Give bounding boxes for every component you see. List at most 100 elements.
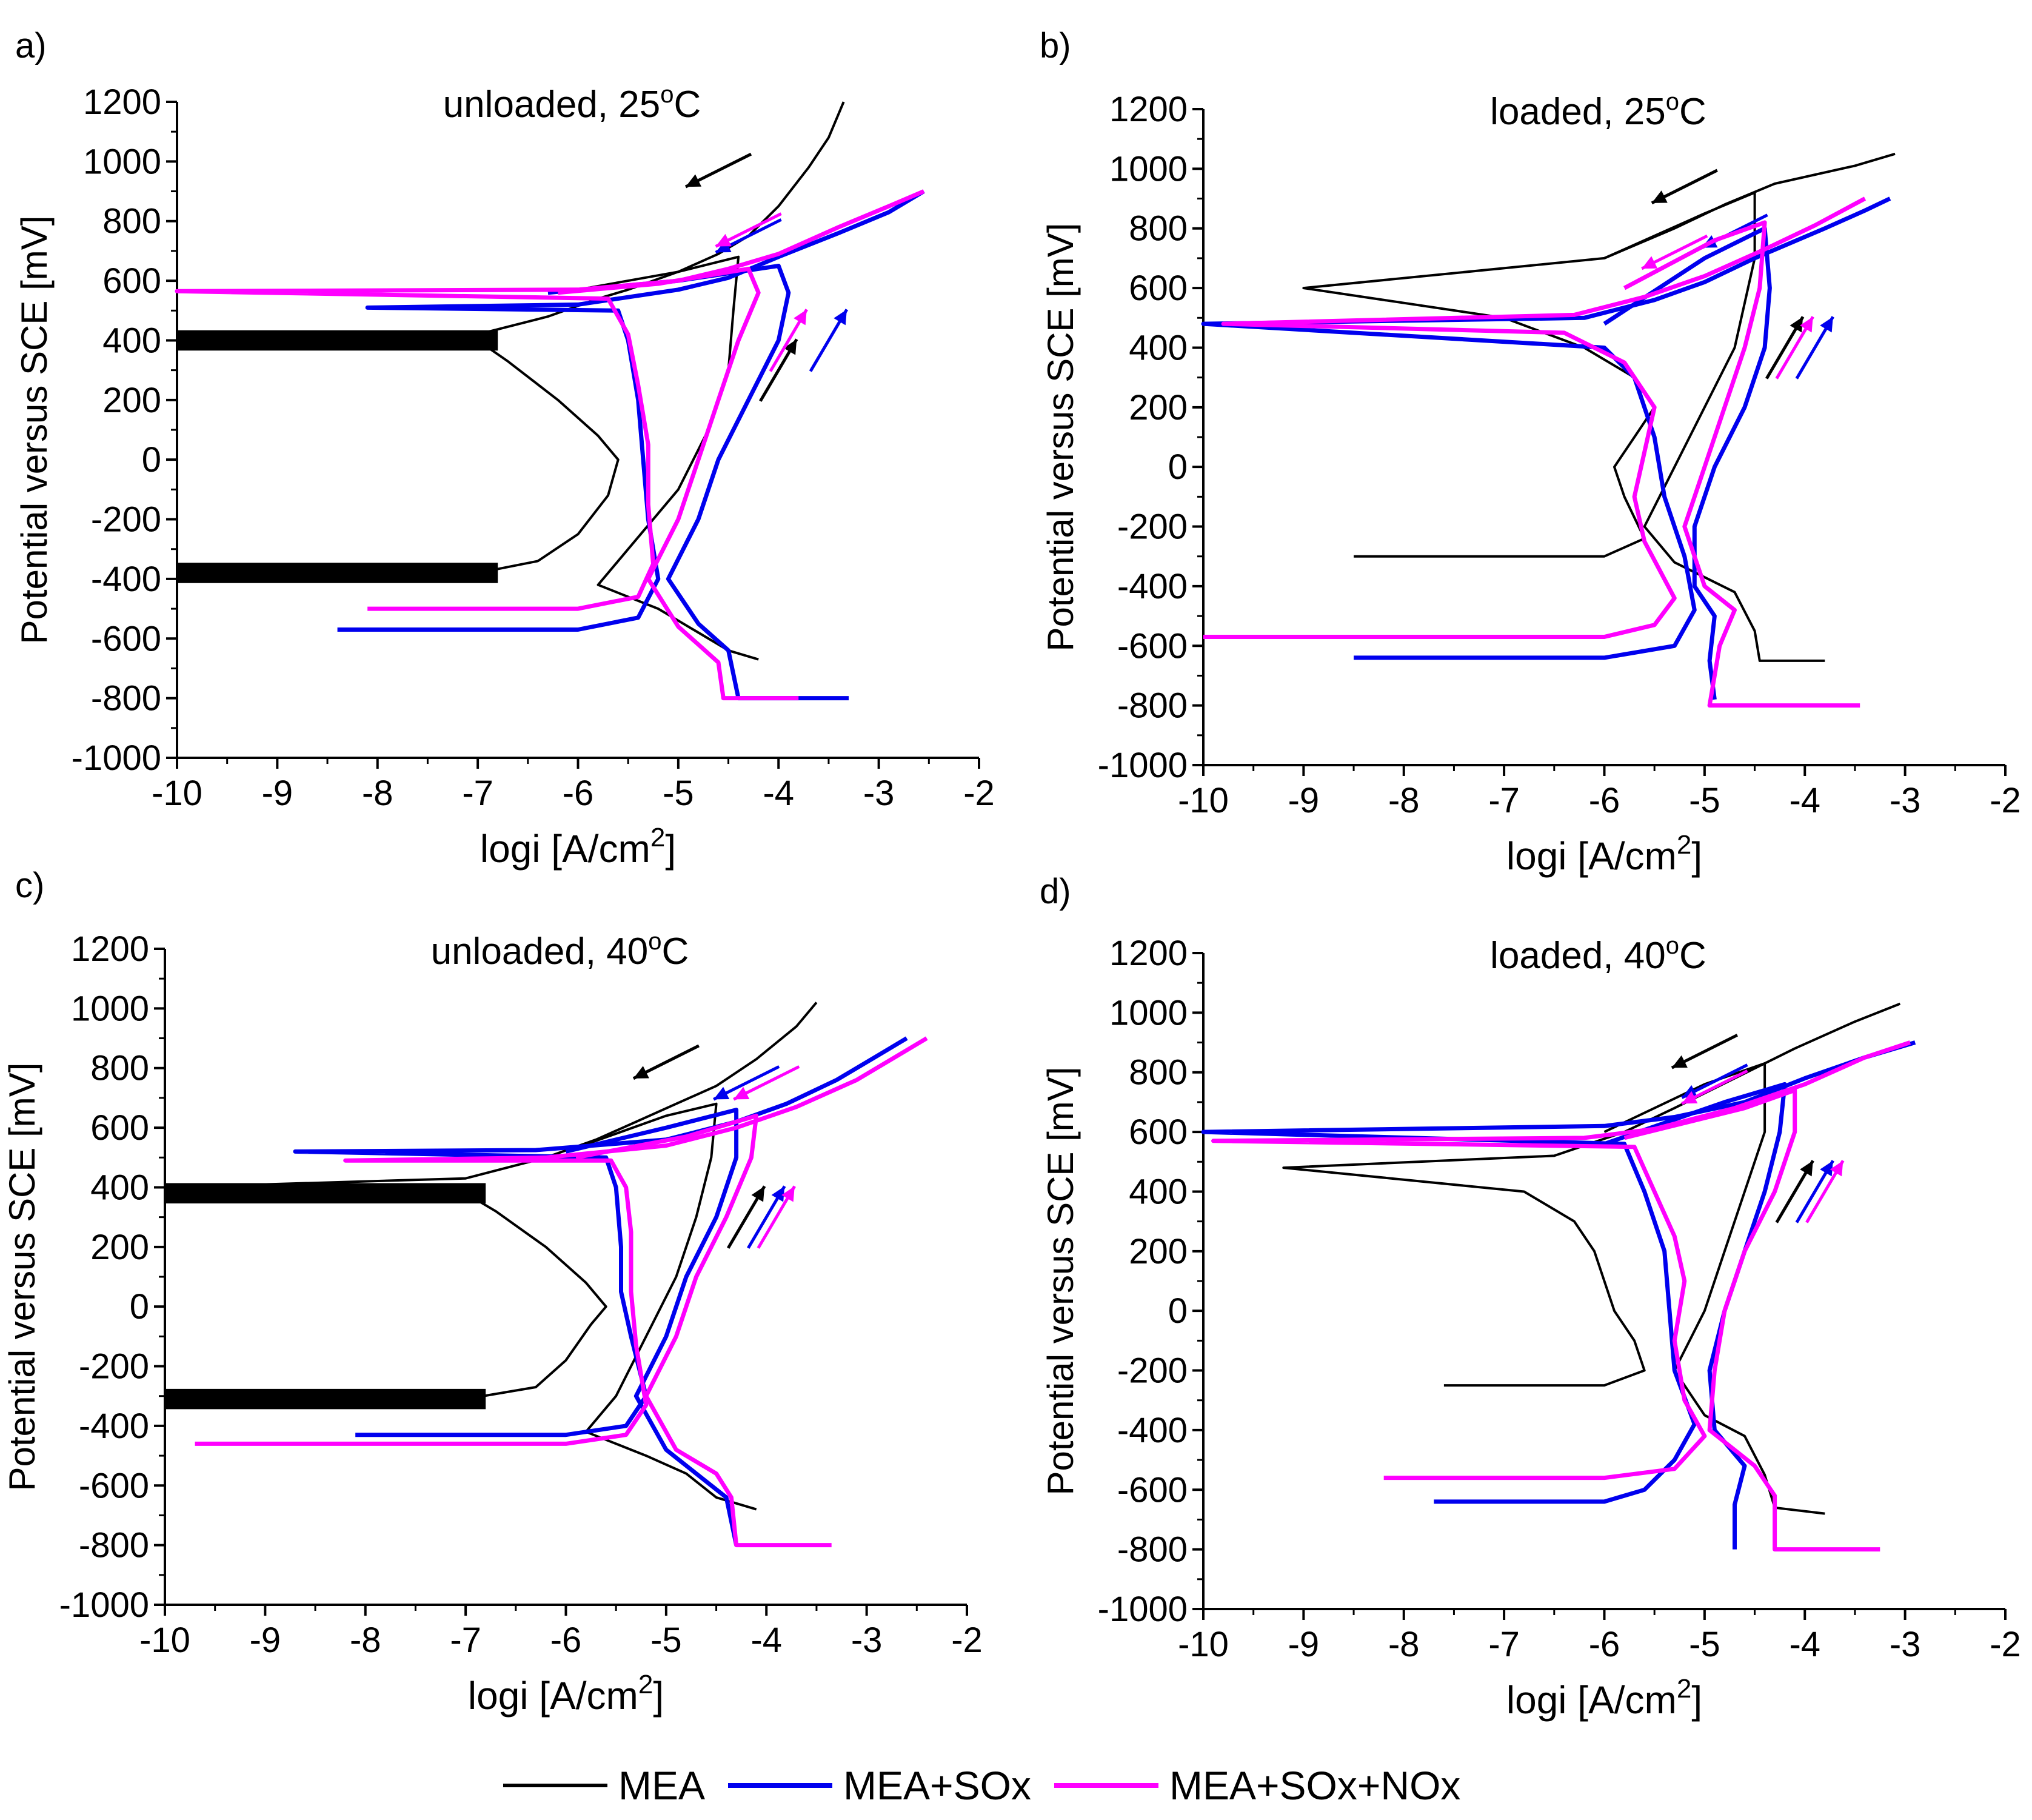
y-tick-label: 600 [1129, 269, 1188, 308]
series-return-line-mea-sox-nox [575, 1113, 832, 1548]
y-tick-label: -800 [1117, 686, 1188, 726]
legend-item-mea: MEA [503, 1762, 705, 1808]
y-tick-label: -400 [1117, 567, 1188, 606]
y-tick-label: 1200 [1109, 90, 1188, 129]
legend-swatch-mea [503, 1784, 607, 1787]
x-tick-label: -6 [1589, 781, 1620, 820]
chart-title: loaded, 25oC [1490, 89, 1706, 133]
series-return-line-mea [565, 1102, 757, 1511]
panel-label: a) [15, 26, 47, 65]
series-return-line-mea-sox-nox [1623, 220, 1860, 708]
x-tick-label: -10 [1178, 781, 1229, 820]
direction-arrow [1651, 169, 1718, 205]
direction-arrow [1641, 234, 1708, 270]
series-return-line-mea-sox [547, 264, 849, 701]
y-tick-label: 200 [1129, 388, 1188, 427]
y-tick-label: 200 [1129, 1232, 1188, 1271]
y-tick-label: -800 [79, 1526, 149, 1565]
y-tick-label: 1000 [71, 989, 149, 1028]
x-tick-label: -4 [1789, 1625, 1820, 1664]
series-return-line-mea [578, 255, 759, 661]
series-line-mea-sox-nox [175, 189, 925, 611]
x-tick-label: -8 [1388, 781, 1420, 820]
x-tick-label: -6 [1589, 1625, 1620, 1664]
y-tick-label: -200 [1117, 1351, 1188, 1391]
x-tick-label: -4 [750, 1621, 782, 1660]
chart-panel-3: c) -1000 -800 -600 -400 -200 0 200 400 600 800 1000… [2, 866, 983, 1718]
y-tick-label: -400 [91, 560, 161, 599]
mea-noise-band [165, 1183, 486, 1410]
y-axis-label: Potential versus SCE [mV] [1040, 1067, 1081, 1496]
series-line-mea-sox [1201, 1040, 1916, 1504]
series-line-mea-sox-nox [1211, 1040, 1911, 1480]
series-line-mea-sox [337, 189, 925, 632]
y-tick-label: -400 [1117, 1411, 1188, 1450]
y-tick-label: -400 [79, 1407, 149, 1446]
x-tick-label: -4 [763, 774, 794, 813]
y-tick-label: 1000 [1109, 149, 1188, 189]
y-tick-label: 0 [130, 1287, 149, 1327]
y-tick-label: -600 [1117, 1470, 1188, 1510]
legend-item-mea-sox: MEA+SOx [728, 1762, 1031, 1808]
x-axis-label: logi [A/cm2] [468, 1670, 664, 1718]
y-tick-label: 600 [102, 261, 161, 301]
y-tick-label: 400 [1129, 1172, 1188, 1211]
x-tick-label: -3 [851, 1621, 883, 1660]
y-tick-label: 600 [1129, 1112, 1188, 1152]
x-tick-label: -9 [1288, 1625, 1320, 1664]
x-tick-label: -5 [1689, 781, 1720, 820]
y-tick-label: 0 [1168, 1291, 1188, 1331]
y-axis-label: Potential versus SCE [mV] [2, 1063, 42, 1491]
y-tick-label: -600 [79, 1466, 149, 1505]
y-tick-label: 200 [90, 1228, 149, 1267]
y-tick-label: 800 [90, 1049, 149, 1088]
x-axis-label: logi [A/cm2] [1506, 830, 1702, 878]
y-tick-label: -1000 [72, 738, 161, 778]
x-tick-label: -3 [1890, 781, 1921, 820]
legend-label-mea: MEA [618, 1763, 706, 1808]
direction-arrow [757, 1185, 796, 1249]
x-tick-label: -8 [1388, 1625, 1420, 1664]
x-tick-label: -9 [1288, 781, 1320, 820]
y-tick-label: 1000 [1109, 993, 1188, 1032]
chart-panel-4: d) -1000 -800 -600 -400 -200 0 200 400 600 800 1000… [1040, 872, 2021, 1722]
direction-arrow [747, 1185, 786, 1249]
y-tick-label: -200 [1117, 507, 1188, 547]
series-return-line-mea-sox [565, 1108, 739, 1546]
direction-arrow [769, 309, 808, 372]
x-tick-label: -7 [1488, 1625, 1520, 1664]
y-tick-label: -200 [79, 1347, 149, 1387]
direction-arrow [1681, 1063, 1748, 1099]
series-line-mea-sox-nox [195, 1036, 928, 1446]
series-line-mea [1302, 152, 1896, 558]
direction-arrow [1681, 1069, 1748, 1105]
y-tick-label: 1200 [83, 82, 161, 122]
legend-swatch-mea-sox-nox [1054, 1783, 1158, 1788]
legend-item-mea-sox-nox: MEA+SOx+NOx [1054, 1762, 1460, 1808]
series-line-mea-sox [1201, 196, 1891, 660]
legend-label-mea-sox: MEA+SOx [843, 1763, 1031, 1808]
y-tick-label: -1000 [59, 1585, 149, 1625]
panel-label: b) [1040, 26, 1071, 65]
chart-title: loaded, 40oC [1490, 932, 1706, 977]
series-line-mea [1282, 1002, 1901, 1387]
x-tick-label: -10 [1178, 1625, 1229, 1664]
series-return-line-mea [1603, 191, 1825, 662]
y-tick-label: 800 [1129, 209, 1188, 249]
y-tick-label: 800 [1129, 1053, 1188, 1092]
x-tick-label: -7 [462, 774, 493, 813]
x-tick-label: -5 [650, 1621, 682, 1660]
direction-arrow [759, 338, 798, 402]
x-tick-label: -9 [262, 774, 293, 813]
x-tick-label: -6 [563, 774, 594, 813]
direction-arrow [713, 1065, 780, 1101]
x-tick-label: -6 [550, 1621, 582, 1660]
x-tick-label: -7 [1488, 781, 1520, 820]
direction-arrow [632, 1044, 700, 1080]
direction-arrow [1795, 1160, 1834, 1223]
y-tick-label: 1000 [83, 142, 161, 181]
y-tick-label: 600 [90, 1108, 149, 1148]
y-tick-label: 200 [102, 381, 161, 420]
chart-panel-1: a) -1000 -800 -600 -400 -200 0 200 400 600 800 1000… [14, 26, 995, 871]
x-tick-label: -10 [152, 774, 202, 813]
